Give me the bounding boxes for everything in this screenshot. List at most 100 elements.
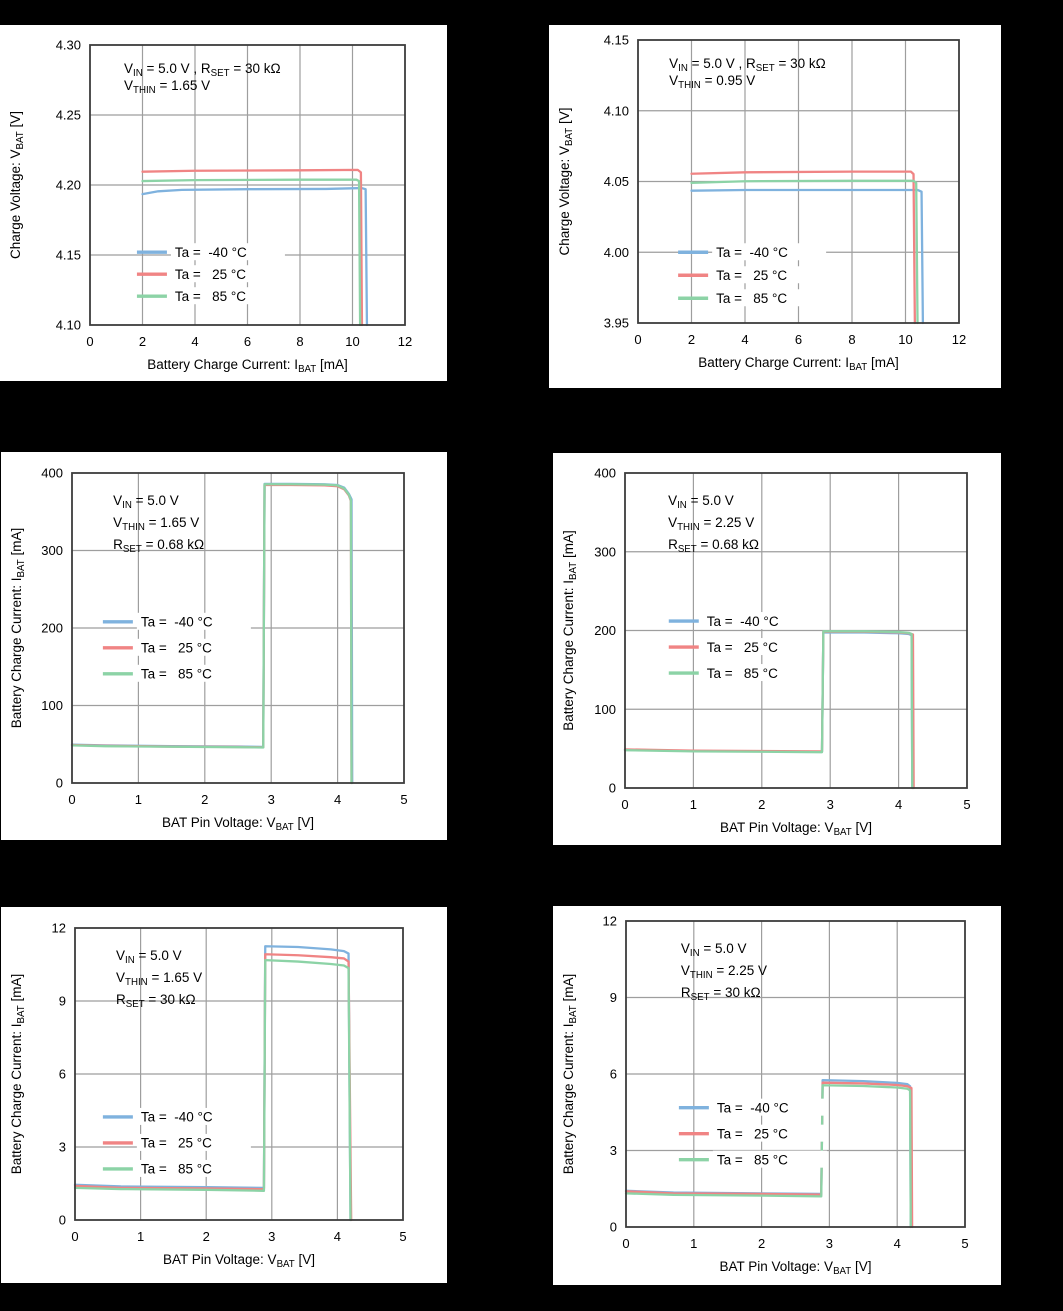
y-tick-label: 400 [41, 466, 63, 481]
legend-entry-label: Ta = 85 °C [141, 667, 212, 682]
x-tick-label: 2 [758, 1236, 765, 1251]
y-tick-label: 12 [52, 921, 66, 936]
annotation-line: VIN = 5.0 V [668, 493, 734, 511]
y-tick-label: 200 [41, 621, 63, 636]
x-tick-label: 3 [268, 792, 275, 807]
legend-entry-label: Ta = 25 °C [175, 267, 246, 282]
y-tick-label: 0 [59, 1213, 66, 1228]
x-tick-label: 6 [244, 334, 251, 349]
x-tick-label: 6 [795, 332, 802, 347]
x-tick-label: 0 [634, 332, 641, 347]
x-tick-label: 2 [201, 792, 208, 807]
series-line-green [624, 1084, 912, 1229]
x-axis-title: BAT Pin Voltage: VBAT [V] [720, 820, 872, 838]
x-tick-label: 5 [400, 792, 407, 807]
x-tick-label: 4 [334, 1229, 341, 1244]
legend-entry-label: Ta = 85 °C [175, 289, 246, 304]
x-tick-label: 3 [827, 797, 834, 812]
legend-label-mask [136, 664, 251, 682]
y-tick-label: 100 [41, 698, 63, 713]
x-tick-label: 0 [86, 334, 93, 349]
legend-label-mask [702, 638, 817, 656]
y-tick-label: 100 [594, 702, 616, 717]
x-tick-label: 0 [68, 792, 75, 807]
plot-frame [74, 927, 404, 1221]
plot-frame [89, 44, 406, 326]
x-tick-label: 8 [296, 334, 303, 349]
x-tick-label: 4 [894, 1236, 901, 1251]
y-tick-label: 4.10 [604, 103, 629, 118]
y-axis-title: Charge Voltage: VBAT [V] [557, 107, 575, 255]
y-tick-label: 0 [56, 776, 63, 791]
annotation-line: VTHIN = 1.65 V [124, 78, 210, 96]
y-tick-label: 12 [603, 914, 617, 929]
x-tick-label: 4 [191, 334, 198, 349]
legend-label-mask [712, 1150, 827, 1168]
legend-entry-label: Ta = 25 °C [141, 1136, 212, 1151]
annotation-line: VTHIN = 0.95 V [669, 73, 755, 91]
annotation-line: VTHIN = 2.25 V [668, 515, 754, 533]
annotation-line: VIN = 5.0 V [113, 493, 179, 511]
y-axis-title: Battery Charge Current: IBAT [mA] [9, 974, 27, 1175]
x-tick-label: 8 [848, 332, 855, 347]
legend-label-mask [702, 664, 817, 682]
y-tick-label: 4.25 [56, 108, 81, 123]
plot-background [1, 907, 447, 1283]
series-line-green [70, 483, 353, 785]
annotation-line: VIN = 5.0 V , RSET = 30 kΩ [669, 56, 826, 74]
y-tick-label: 4.15 [604, 33, 629, 48]
legend-label-mask [170, 243, 285, 261]
chart-panel-middle-right: 0 1 2 3 4 5 0 100 200 300 400 BAT Pin Voltage: VBAT… [553, 453, 1001, 845]
chart-svg-3: 0 1 2 3 4 5 0 100 200 300 400 BAT Pin Voltage: VBAT… [1, 452, 447, 840]
x-tick-label: 2 [203, 1229, 210, 1244]
chart-svg-4: 0 1 2 3 4 5 0 100 200 300 400 BAT Pin Voltage: VBAT… [553, 453, 1001, 845]
y-axis-title: Battery Charge Current: IBAT [mA] [561, 530, 579, 731]
y-axis-title: Battery Charge Current: IBAT [mA] [9, 528, 27, 729]
x-tick-label: 2 [758, 797, 765, 812]
series-line-red [690, 170, 917, 325]
x-tick-label: 1 [137, 1229, 144, 1244]
legend-label-mask [136, 612, 251, 630]
annotation-line: RSET = 30 kΩ [116, 992, 196, 1010]
y-tick-label: 0 [610, 1220, 617, 1235]
x-tick-label: 4 [741, 332, 748, 347]
x-tick-label: 5 [961, 1236, 968, 1251]
x-tick-label: 4 [334, 792, 341, 807]
series-line-green [141, 178, 362, 327]
y-tick-label: 4.20 [56, 178, 81, 193]
series-line-red [73, 953, 353, 1222]
legend-label-mask [702, 612, 817, 630]
y-tick-label: 3 [610, 1143, 617, 1158]
x-tick-label: 10 [345, 334, 359, 349]
y-tick-label: 0 [609, 781, 616, 796]
legend-label-mask [136, 1159, 251, 1177]
annotation-line: VIN = 5.0 V , RSET = 30 kΩ [124, 61, 281, 79]
chart-panel-bottom-left: 0 1 2 3 4 5 0 3 6 9 12 BAT Pin Voltage: VBAT [V] Bat… [1, 907, 447, 1283]
x-tick-label: 2 [688, 332, 695, 347]
legend-entry-label: Ta = -40 °C [717, 1100, 789, 1115]
x-tick-label: 0 [621, 797, 628, 812]
annotation-line: VTHIN = 1.65 V [116, 970, 202, 988]
y-tick-label: 400 [594, 466, 616, 481]
y-tick-label: 300 [41, 543, 63, 558]
chart-panel-top-left: 0 2 4 6 8 10 12 4.10 4.15 4.20 4.25 4.30 Battery Cha… [0, 25, 447, 381]
plot-frame [624, 472, 968, 789]
legend-label-mask [170, 287, 285, 305]
y-tick-label: 9 [59, 994, 66, 1009]
y-tick-label: 6 [59, 1067, 66, 1082]
x-tick-label: 0 [71, 1229, 78, 1244]
plot-frame [637, 39, 960, 324]
x-tick-label: 1 [135, 792, 142, 807]
legend-label-mask [712, 266, 827, 284]
legend-entry-label: Ta = 25 °C [717, 1126, 788, 1141]
y-tick-label: 3 [59, 1140, 66, 1155]
y-tick-label: 9 [610, 990, 617, 1005]
legend-entry-label: Ta = 25 °C [716, 268, 787, 283]
annotation-line: VIN = 5.0 V [681, 941, 747, 959]
plot-background [553, 906, 1001, 1285]
chart-panel-top-right: 0 2 4 6 8 10 12 3.95 4.00 4.05 4.10 4.15 Battery Cha… [549, 25, 1001, 388]
y-tick-label: 6 [610, 1067, 617, 1082]
legend-entry-label: Ta = 85 °C [717, 1152, 788, 1167]
y-tick-label: 4.30 [56, 38, 81, 53]
